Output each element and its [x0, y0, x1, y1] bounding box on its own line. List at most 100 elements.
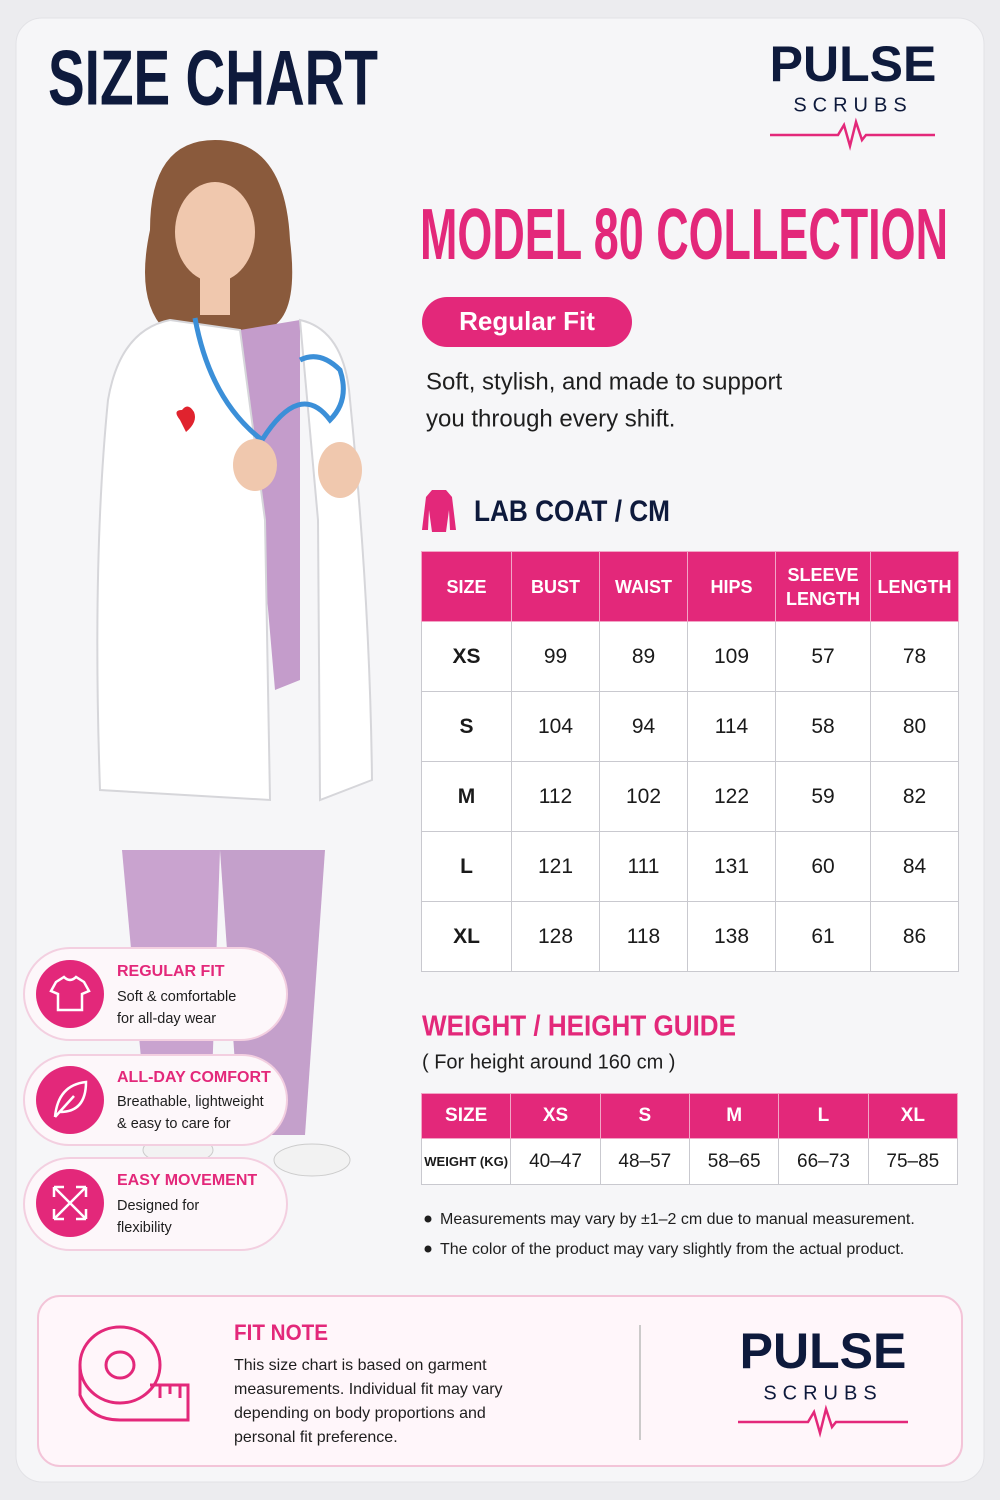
- feature-text: Breathable, lightweight: [117, 1094, 264, 1110]
- lab-coat-icon: [422, 490, 456, 532]
- header-row: SIZE BUST WAIST HIPS SLEEVE LENGTH LENGTH: [421, 551, 959, 622]
- model-illustration: [192, 317, 346, 442]
- weight-subtitle: ( For height around 160 cm ): [422, 1051, 675, 1073]
- column-header: WAIST: [599, 551, 688, 622]
- column-header: LENGTH: [870, 551, 959, 622]
- fit-note-text: measurements. Individual fit may vary: [234, 1381, 503, 1398]
- column-header: XS: [510, 1093, 601, 1139]
- weight-row: WEIGHT (KG) 40–47 48–57 58–65 66–73 75–85: [420, 1138, 959, 1185]
- feature-card: ALL-DAY COMFORT Breathable, lightweight …: [23, 1054, 288, 1146]
- fit-note-text: personal fit preference.: [234, 1429, 398, 1446]
- model-illustration: [175, 182, 255, 282]
- model-illustration: [96, 318, 272, 802]
- footer-brand-sub: SCRUBS: [763, 1382, 882, 1404]
- size-label: L: [421, 831, 512, 902]
- bullet: [424, 1245, 432, 1253]
- tape-icon: [158, 1385, 182, 1398]
- feature-card: [53, 1080, 88, 1118]
- size-label: XL: [421, 901, 512, 972]
- size-label: XS: [421, 621, 512, 692]
- model-illustration: [176, 406, 195, 432]
- fit-note-text: depending on body proportions and: [234, 1405, 486, 1422]
- fit-badge: Regular Fit: [459, 306, 595, 336]
- fit-note-title: FIT NOTE: [234, 1320, 328, 1345]
- weight-range: 75–85: [867, 1138, 959, 1185]
- measurement: 138: [687, 901, 776, 972]
- size-row: S 104 94 114 58 80: [421, 691, 959, 762]
- column-header: XL: [867, 1093, 959, 1139]
- footer-brand: PULSE: [740, 1323, 907, 1379]
- fit-note-box: [37, 1295, 963, 1467]
- column-header: SLEEVE LENGTH: [775, 551, 871, 622]
- size-row: L 121 111 131 60 84: [421, 831, 959, 902]
- feature-text: flexibility: [117, 1220, 173, 1236]
- model-illustration: [298, 318, 374, 802]
- feature-text: Designed for: [117, 1198, 199, 1214]
- measurement: 57: [775, 621, 871, 692]
- note: Measurements may vary by ±1–2 cm due to …: [440, 1211, 915, 1228]
- lab-coat-heading: LAB COAT / CM: [474, 495, 670, 528]
- weight-title: WEIGHT / HEIGHT GUIDE: [422, 1011, 736, 1043]
- measurement: 61: [775, 901, 871, 972]
- tape-icon: [104, 1350, 136, 1380]
- measurement: 82: [870, 761, 959, 832]
- measurement: 86: [870, 901, 959, 972]
- page-title: SIZE CHART: [48, 34, 378, 122]
- column-header: SIZE: [420, 1093, 512, 1139]
- measurement: 112: [511, 761, 600, 832]
- size-row: M 112 102 122 59 82: [421, 761, 959, 832]
- weight-range: 66–73: [778, 1138, 869, 1185]
- fit-note-text: This size chart is based on garment: [234, 1357, 487, 1374]
- model-illustration: [200, 275, 230, 315]
- feature-card: [36, 960, 104, 1028]
- column-header: HIPS: [687, 551, 776, 622]
- measurement: 122: [687, 761, 776, 832]
- size-row: XS 99 89 109 57 78: [421, 621, 959, 692]
- tape-icon: [78, 1325, 190, 1422]
- brand-name: PULSE: [770, 36, 937, 92]
- measurement: 59: [775, 761, 871, 832]
- model-illustration: [233, 439, 277, 491]
- feature-card: REGULAR FIT Soft & comfortable for all-d…: [23, 947, 288, 1041]
- measurement: 111: [599, 831, 688, 902]
- collection-title: MODEL 80 COLLECTION: [420, 195, 948, 275]
- size-label: S: [421, 691, 512, 762]
- lab-coat-table: SIZE BUST WAIST HIPS SLEEVE LENGTH LENGTH XS 99…: [421, 551, 959, 972]
- fit-badge-bg: [422, 297, 632, 347]
- tape-icon: [78, 1365, 190, 1422]
- bullet: [424, 1215, 432, 1223]
- measurement: 94: [599, 691, 688, 762]
- column-header: M: [688, 1093, 780, 1139]
- column-header: BUST: [511, 551, 600, 622]
- measurement: 131: [687, 831, 776, 902]
- measurement: 104: [511, 691, 600, 762]
- weight-range: 40–47: [510, 1138, 601, 1185]
- model-illustration: [273, 1143, 351, 1177]
- measurement: 121: [511, 831, 600, 902]
- weight-range: 48–57: [599, 1138, 690, 1185]
- column-header: S: [599, 1093, 690, 1139]
- measurement: 99: [511, 621, 600, 692]
- note: The color of the product may vary slight…: [440, 1241, 904, 1258]
- feature-text: for all-day wear: [117, 1011, 216, 1027]
- measurement: 109: [687, 621, 776, 692]
- size-label: M: [421, 761, 512, 832]
- feature-card: [49, 975, 91, 1012]
- measurement: 84: [870, 831, 959, 902]
- feature-card: EASY MOVEMENT Designed for flexibility: [23, 1157, 288, 1251]
- measurement: 78: [870, 621, 959, 692]
- measurement: 80: [870, 691, 959, 762]
- header-row: SIZE XS S M L XL: [420, 1093, 959, 1139]
- column-header: SIZE: [421, 551, 512, 622]
- weight-table: SIZE XS S M L XL WEIGHT (KG) 40–47 48–57 58–65 66–…: [420, 1093, 959, 1185]
- brand-sub: SCRUBS: [793, 94, 912, 116]
- model-illustration: [318, 442, 362, 498]
- tagline: you through every shift.: [426, 405, 675, 432]
- feature-text: Soft & comfortable: [117, 989, 236, 1005]
- measurement: 89: [599, 621, 688, 692]
- feature-card: [52, 1185, 88, 1221]
- measurement: 60: [775, 831, 871, 902]
- measurement: 128: [511, 901, 600, 972]
